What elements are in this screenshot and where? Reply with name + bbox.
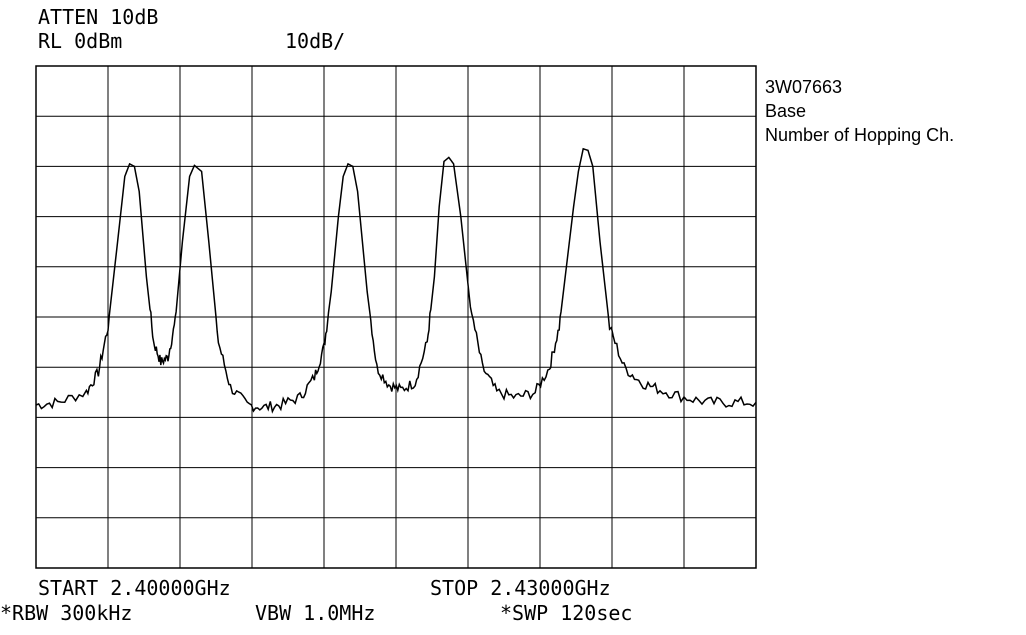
spectrum-trace	[35, 147, 757, 414]
scale-label: 10dB/	[285, 29, 345, 53]
rbw-setting: *RBW 300kHz	[0, 601, 132, 625]
start-frequency: START 2.40000GHz	[38, 576, 231, 600]
note-line-3: Number of Hopping Ch.	[765, 125, 954, 145]
vbw-setting: VBW 1.0MHz	[255, 601, 375, 625]
ref-level-label: RL 0dBm	[38, 29, 122, 53]
atten-label: ATTEN 10dB	[38, 5, 158, 29]
plot-frame	[35, 65, 757, 569]
stop-frequency: STOP 2.43000GHz	[430, 576, 611, 600]
sweep-setting: *SWP 120sec	[500, 601, 632, 625]
note-line-2: Base	[765, 101, 806, 121]
plot-grid	[36, 66, 756, 568]
note-line-1: 3W07663	[765, 77, 842, 97]
